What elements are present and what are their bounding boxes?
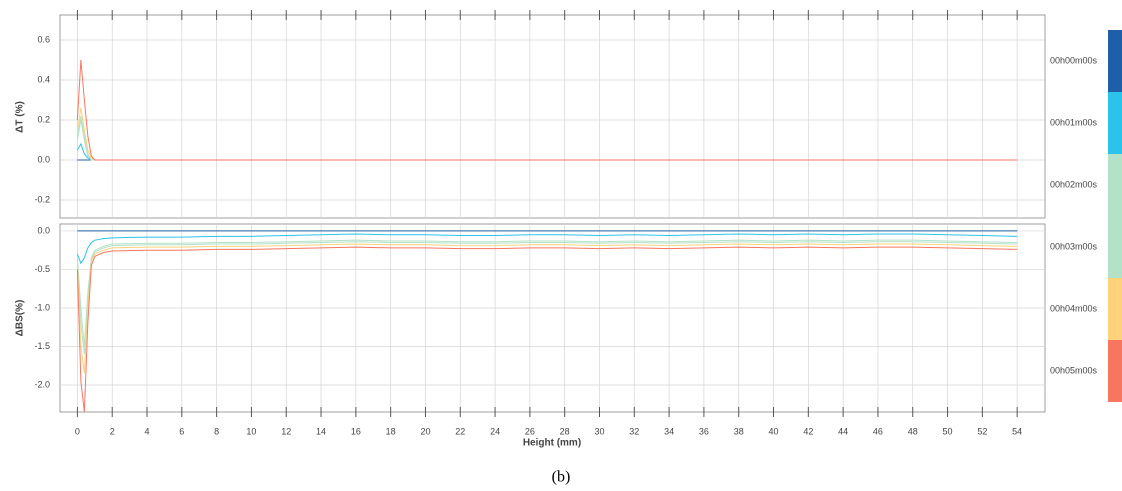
x-tick-label: 54 (1012, 426, 1022, 436)
caption: (b) (552, 469, 571, 486)
data-line (76, 246, 1018, 413)
x-tick-label: 14 (316, 426, 326, 436)
x-tick-label: 38 (734, 426, 744, 436)
x-tick-label: 48 (908, 426, 918, 436)
x-tick-label: 0 (75, 426, 80, 436)
y-axis-title: ΔT (%) (15, 101, 26, 133)
x-tick-label: 52 (977, 426, 987, 436)
data-line (76, 59, 1018, 161)
x-tick-label: 18 (386, 426, 396, 436)
x-tick-label: 46 (873, 426, 883, 436)
y-tick-label: 0.0 (37, 154, 50, 164)
x-tick-label: 20 (420, 426, 430, 436)
x-tick-label: 44 (838, 426, 848, 436)
legend-swatch (1108, 30, 1122, 92)
data-line (76, 241, 1018, 355)
y-axis-title: ΔBS(%) (15, 300, 26, 337)
x-tick-label: 36 (699, 426, 709, 436)
x-tick-label: 6 (179, 426, 184, 436)
legend-swatch (1108, 216, 1122, 278)
data-line (76, 233, 1018, 265)
y-tick-label: -1.0 (34, 302, 50, 312)
x-tick-label: 2 (110, 426, 115, 436)
legend-label: 00h05m00s (1050, 365, 1098, 375)
y-tick-label: -1.5 (34, 341, 50, 351)
data-line (76, 239, 1018, 347)
x-tick-label: 34 (664, 426, 674, 436)
legend-label: 00h00m00s (1050, 55, 1098, 65)
bottom-panel-frame (59, 223, 1046, 413)
y-tick-label: -0.5 (34, 264, 50, 274)
y-tick-label: -0.2 (34, 194, 50, 204)
legend-swatch (1108, 92, 1122, 154)
data-line (76, 243, 1018, 374)
y-tick-label: 0.6 (37, 34, 50, 44)
x-tick-label: 42 (803, 426, 813, 436)
x-tick-label: 22 (455, 426, 465, 436)
x-tick-label: 4 (145, 426, 150, 436)
legend-label: 00h03m00s (1050, 241, 1098, 251)
data-line (76, 115, 1018, 161)
y-tick-label: 0.4 (37, 74, 50, 84)
data-line (76, 107, 1018, 161)
x-tick-label: 10 (246, 426, 256, 436)
legend-swatch (1108, 154, 1122, 216)
legend-label: 00h04m00s (1050, 303, 1098, 313)
x-tick-label: 40 (769, 426, 779, 436)
x-tick-label: 12 (281, 426, 291, 436)
x-tick-label: 16 (351, 426, 361, 436)
x-tick-label: 50 (943, 426, 953, 436)
x-tick-label: 30 (594, 426, 604, 436)
legend-label: 00h02m00s (1050, 179, 1098, 189)
x-tick-label: 32 (629, 426, 639, 436)
legend-swatch (1108, 278, 1122, 340)
legend-label: 00h01m00s (1050, 117, 1098, 127)
data-line (76, 119, 1018, 161)
legend-swatch (1108, 340, 1122, 402)
x-tick-label: 24 (490, 426, 500, 436)
data-line (76, 142, 1018, 161)
x-axis-title: Height (mm) (523, 438, 581, 449)
top-panel-frame (59, 14, 1046, 219)
x-tick-label: 28 (560, 426, 570, 436)
x-tick-label: 8 (214, 426, 219, 436)
y-tick-label: 0.0 (37, 225, 50, 235)
y-tick-label: -2.0 (34, 379, 50, 389)
x-tick-label: 26 (525, 426, 535, 436)
y-tick-label: 0.2 (37, 114, 50, 124)
